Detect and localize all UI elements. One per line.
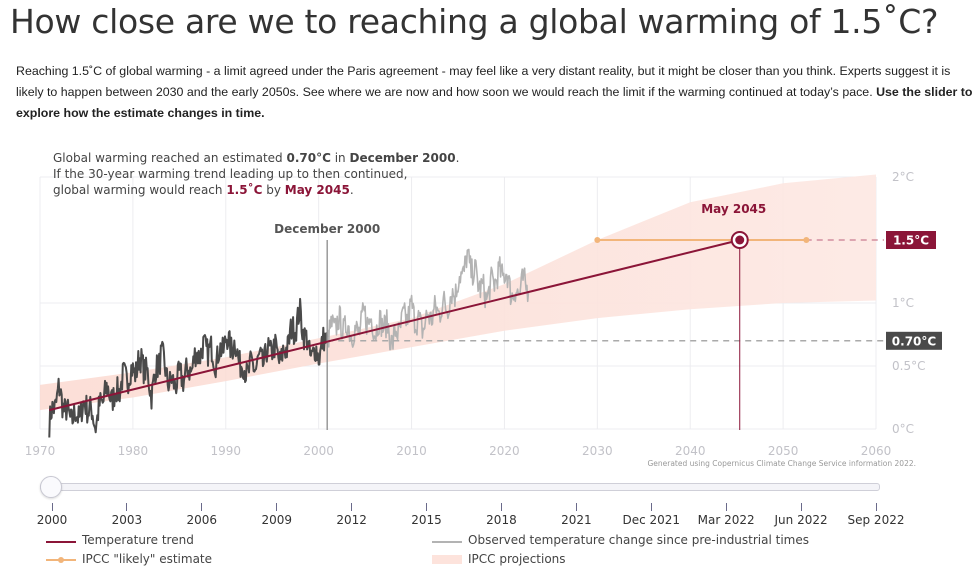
ipcc-estimate-start-dot: [594, 237, 601, 243]
time-slider-track[interactable]: [40, 483, 880, 491]
slider-tick-label: 2021: [561, 513, 592, 527]
x-tick-label: 2040: [675, 444, 706, 458]
y-tick-label: 0.5°C: [892, 359, 925, 373]
intro-text: Reaching 1.5˚C of global warming - a lim…: [16, 64, 951, 99]
slider-tick-mark: [126, 503, 128, 511]
x-tick-label: 1970: [25, 444, 56, 458]
axis-labels-layer: 1970 1980 1990 2000 2010 2020 2030 2040 2050 2060…: [25, 170, 926, 458]
x-tick-label: 1980: [118, 444, 149, 458]
slider-tick-label: Sep 2022: [847, 513, 905, 527]
annotation-line-1: Global warming reached an estimated 0.70…: [53, 151, 459, 165]
slider-tick-label: Dec 2021: [622, 513, 681, 527]
observed-series-future: [325, 248, 530, 351]
reach-point-dot: [735, 235, 745, 245]
x-tick-label: 2000: [303, 444, 334, 458]
slider-tick-mark: [650, 503, 652, 511]
legend-ipcc-estimate-dot: [58, 557, 64, 563]
slider-tick-label: Mar 2022: [697, 513, 755, 527]
slider-tick-mark: [575, 503, 577, 511]
slider-tick-label: 2003: [111, 513, 143, 527]
intro-paragraph: Reaching 1.5˚C of global warming - a lim…: [16, 61, 974, 124]
y-tick-label: 0°C: [892, 422, 914, 436]
x-tick-label: 1990: [211, 444, 242, 458]
x-tick-label: 2030: [582, 444, 613, 458]
x-tick-label: 2060: [861, 444, 892, 458]
slider-tick-label: 2018: [486, 513, 517, 527]
y-tick-label: 2°C: [892, 170, 914, 184]
slider-tick-mark: [276, 503, 278, 511]
legend-trend-swatch: [46, 541, 76, 543]
slider-tick-mark: [500, 503, 502, 511]
legend-projections-swatch: [432, 555, 462, 564]
ipcc-estimate-end-dot: [803, 237, 810, 243]
slider-tick-mark: [875, 503, 877, 511]
x-tick-label: 2050: [768, 444, 799, 458]
y-tick-label: 1°C: [892, 296, 914, 310]
temperature-trend-line: [49, 239, 740, 412]
observed-series-past: [48, 297, 329, 438]
current-value-badge: [886, 331, 942, 350]
current-date-label: December 2000: [274, 222, 380, 236]
slider-tick-mark: [426, 503, 428, 511]
slider-tick-label: 2009: [261, 513, 292, 527]
target-value-badge: [886, 231, 936, 249]
trend-layer: May 2045: [49, 202, 766, 412]
intro-slider-hint: Use the slider to explore how the estima…: [16, 85, 973, 120]
slider-tick-mark: [351, 503, 353, 511]
legend-trend-label: Temperature trend: [82, 533, 194, 547]
slider-tick-label: 2000: [36, 513, 68, 527]
x-tick-label: 2010: [396, 444, 427, 458]
x-tick-label: 2020: [489, 444, 520, 458]
slider-tick-mark: [201, 503, 203, 511]
annotation-line-2: If the 30-year warming trend leading up …: [53, 167, 408, 181]
legend-ipcc-estimate-label: IPCC "likely" estimate: [82, 552, 213, 566]
slider-tick-label: 2006: [186, 513, 218, 527]
slider-tick-label: 2015: [411, 513, 442, 527]
time-slider-thumb[interactable]: [40, 476, 62, 498]
legend-observed-swatch: [432, 541, 462, 543]
reach-date-label: May 2045: [701, 202, 766, 216]
slider-tick-label: 2012: [336, 513, 367, 527]
legend-observed-label: Observed temperature change since pre-in…: [468, 533, 810, 547]
ipcc-projection-band: [40, 174, 876, 411]
data-credit: Generated using Copernicus Climate Chang…: [647, 459, 916, 468]
observed-series-layer: [48, 248, 530, 438]
slider-tick-label: Jun 2022: [774, 513, 828, 527]
slider-tick-mark: [800, 503, 802, 511]
slider-tick-mark: [725, 503, 727, 511]
date-markers-layer: December 2000 0.70°C 1.5°C: [274, 222, 942, 430]
target-value-badge-text: 1.5°C: [893, 234, 929, 248]
legend-projections-label: IPCC projections: [468, 552, 566, 566]
current-value-badge-text: 0.70°C: [892, 334, 937, 348]
page-title: How close are we to reaching a global wa…: [10, 2, 939, 41]
ipcc-projection-band-layer: [40, 174, 876, 411]
annotation-line-3: global warming would reach 1.5˚C by May …: [53, 182, 354, 197]
slider-tick-mark: [51, 503, 53, 511]
